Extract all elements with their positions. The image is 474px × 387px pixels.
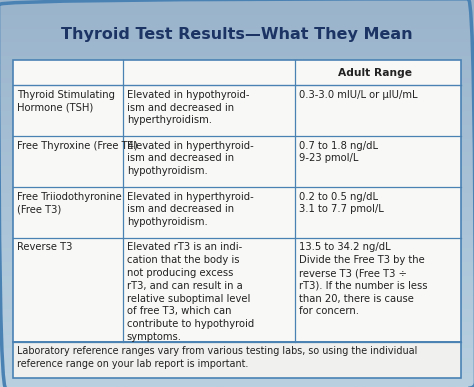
Text: Free Triiodothyronine
(Free T3): Free Triiodothyronine (Free T3): [17, 192, 122, 214]
Text: Laboratory reference ranges vary from various testing labs, so using the individ: Laboratory reference ranges vary from va…: [17, 346, 418, 369]
Text: Elevated in hypothyroid-
ism and decreased in
hyperthyroidism.: Elevated in hypothyroid- ism and decreas…: [127, 90, 249, 125]
Text: Free Thyroxine (Free T4): Free Thyroxine (Free T4): [17, 140, 138, 151]
Bar: [13, 60, 461, 342]
Text: Thyroid Stimulating
Hormone (TSH): Thyroid Stimulating Hormone (TSH): [17, 90, 115, 113]
Text: 0.3-3.0 mIU/L or μIU/mL: 0.3-3.0 mIU/L or μIU/mL: [299, 90, 418, 100]
Text: Elevated in hyperthyroid-
ism and decreased in
hypothyroidism.: Elevated in hyperthyroid- ism and decrea…: [127, 140, 254, 176]
Text: 0.7 to 1.8 ng/dL
9-23 pmol/L: 0.7 to 1.8 ng/dL 9-23 pmol/L: [299, 140, 378, 163]
Text: Reverse T3: Reverse T3: [17, 242, 73, 252]
Bar: [13, 342, 461, 378]
Text: 0.2 to 0.5 ng/dL
3.1 to 7.7 pmol/L: 0.2 to 0.5 ng/dL 3.1 to 7.7 pmol/L: [299, 192, 384, 214]
Text: Elevated rT3 is an indi-
cation that the body is
not producing excess
rT3, and c: Elevated rT3 is an indi- cation that the…: [127, 242, 254, 342]
Text: Elevated in hyperthyroid-
ism and decreased in
hypothyroidism.: Elevated in hyperthyroid- ism and decrea…: [127, 192, 254, 227]
Text: 13.5 to 34.2 ng/dL
Divide the Free T3 by the
reverse T3 (Free T3 ÷
rT3). If the : 13.5 to 34.2 ng/dL Divide the Free T3 by…: [299, 242, 428, 317]
Text: Thyroid Test Results—What They Mean: Thyroid Test Results—What They Mean: [61, 27, 413, 42]
Text: Adult Range: Adult Range: [337, 68, 411, 77]
